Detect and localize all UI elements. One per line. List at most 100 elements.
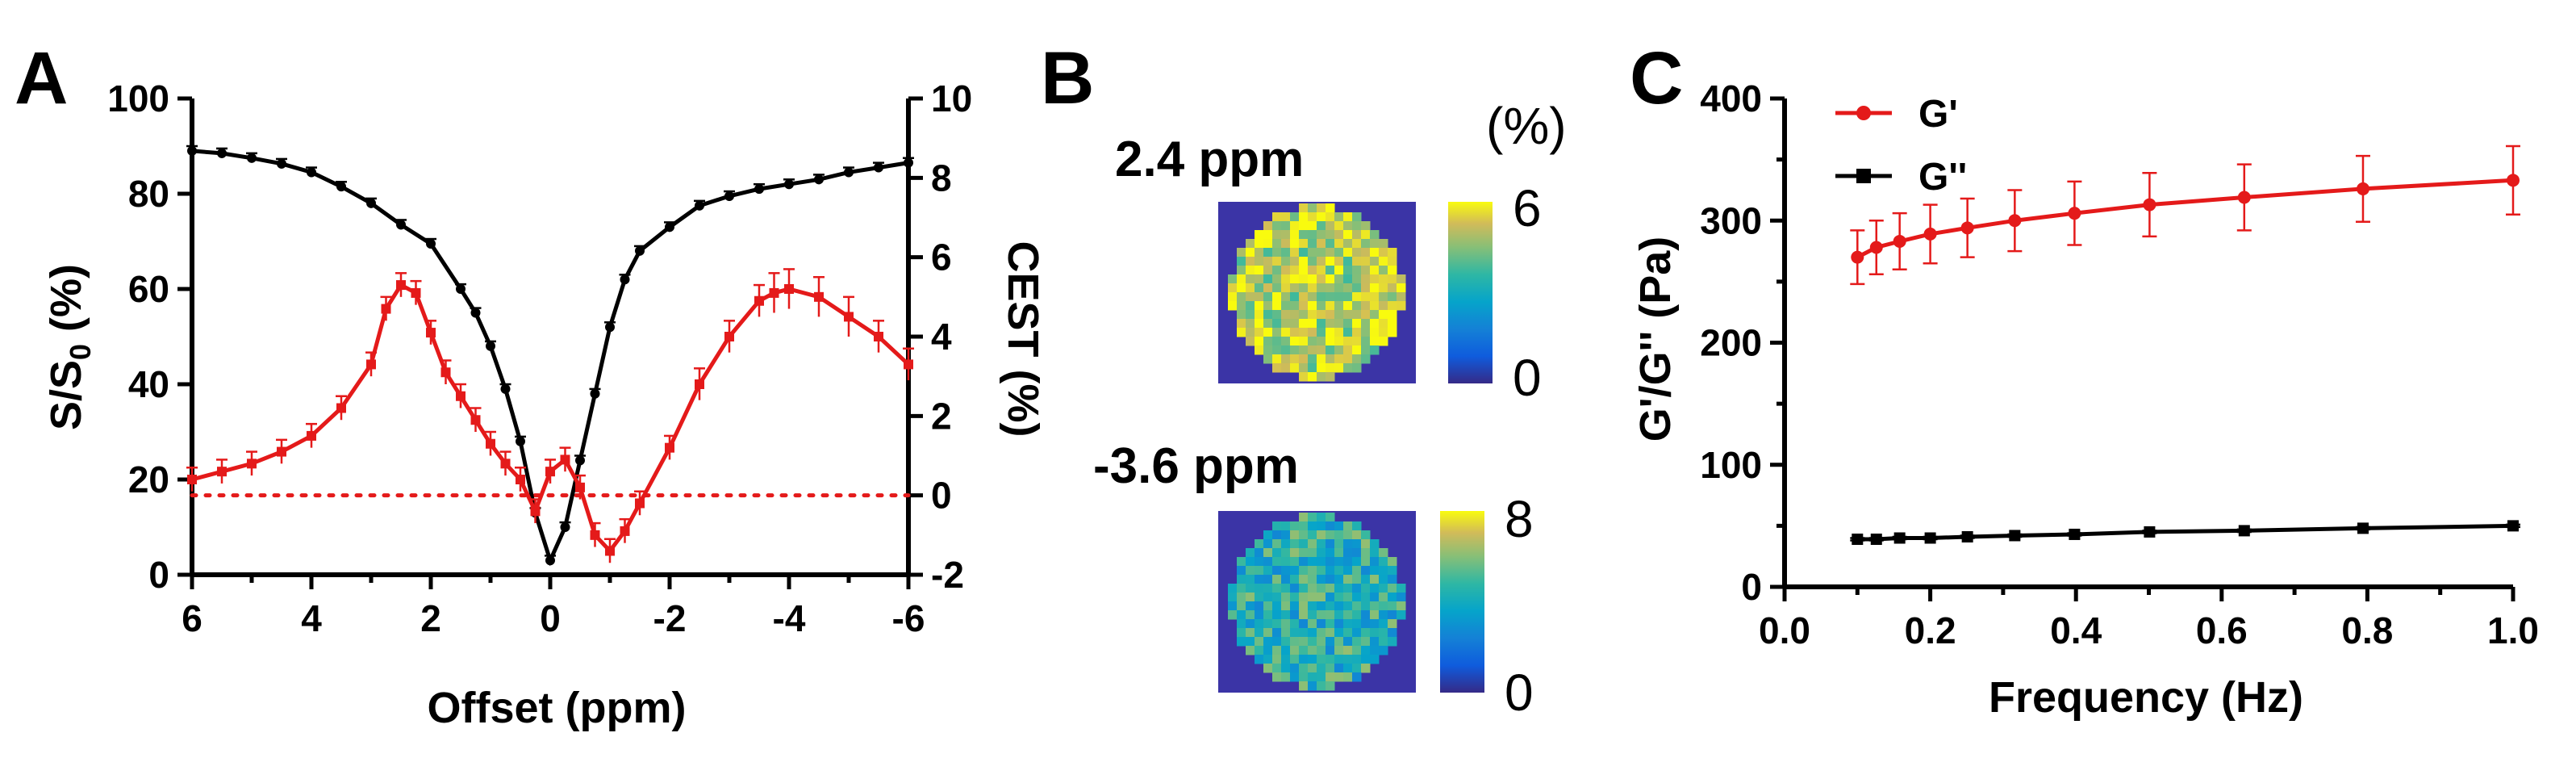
map-2-heatmap <box>1228 513 1406 691</box>
heatmap-pixel <box>1370 319 1380 329</box>
heatmap-pixel <box>1361 584 1371 593</box>
panel-a-z-spectrum-point <box>620 274 630 285</box>
heatmap-pixel <box>1326 619 1335 629</box>
heatmap-pixel <box>1281 230 1291 240</box>
heatmap-pixel <box>1388 248 1397 258</box>
panel-a-z-spectrum-point <box>665 222 674 232</box>
heatmap-pixel <box>1343 301 1353 311</box>
heatmap-pixel <box>1343 266 1353 275</box>
heatmap-pixel <box>1246 593 1255 602</box>
heatmap-pixel <box>1272 530 1282 540</box>
heatmap-pixel <box>1343 257 1353 266</box>
heatmap-pixel <box>1255 566 1264 576</box>
heatmap-pixel <box>1334 274 1344 284</box>
heatmap-pixel <box>1281 539 1291 549</box>
heatmap-pixel <box>1308 513 1317 522</box>
heatmap-pixel <box>1246 337 1255 346</box>
panel-a-x-tick-label: -2 <box>653 597 687 639</box>
heatmap-pixel <box>1352 239 1362 249</box>
heatmap-pixel <box>1299 521 1309 531</box>
heatmap-pixel <box>1290 610 1300 620</box>
panel-c-gdoubleprime-point <box>1852 534 1864 546</box>
panel-a-cest-spectrum-point <box>217 467 227 477</box>
heatmap-pixel <box>1326 283 1335 293</box>
heatmap-pixel <box>1361 664 1371 673</box>
heatmap-pixel <box>1334 310 1344 320</box>
heatmap-pixel <box>1299 619 1309 629</box>
heatmap-pixel <box>1361 646 1371 655</box>
heatmap-pixel <box>1317 566 1326 576</box>
heatmap-pixel <box>1370 584 1380 593</box>
heatmap-pixel <box>1272 593 1282 602</box>
panel-c-gprime-point <box>1869 241 1883 254</box>
heatmap-pixel <box>1263 310 1273 320</box>
heatmap-pixel <box>1263 601 1273 611</box>
heatmap-pixel <box>1299 345 1309 355</box>
heatmap-pixel <box>1308 257 1317 266</box>
heatmap-pixel <box>1352 301 1362 311</box>
panel-a-z-spectrum-point <box>516 436 525 446</box>
heatmap-pixel <box>1343 646 1353 655</box>
heatmap-pixel <box>1361 557 1371 567</box>
heatmap-pixel <box>1334 584 1344 593</box>
heatmap-pixel <box>1379 610 1388 620</box>
heatmap-pixel <box>1237 257 1246 266</box>
heatmap-pixel <box>1317 283 1326 293</box>
heatmap-pixel <box>1290 664 1300 673</box>
heatmap-pixel <box>1255 646 1264 655</box>
heatmap-pixel <box>1352 221 1362 231</box>
heatmap-pixel <box>1263 257 1273 266</box>
panel-a-cest-spectrum-point <box>456 391 466 401</box>
panel-a-cest-spectrum-point <box>470 415 481 425</box>
heatmap-pixel <box>1246 610 1255 620</box>
heatmap-pixel <box>1263 548 1273 558</box>
heatmap-pixel <box>1379 328 1388 337</box>
map-1-colorbar-max: 6 <box>1513 179 1542 237</box>
heatmap-pixel <box>1281 646 1291 655</box>
heatmap-pixel <box>1272 257 1282 266</box>
heatmap-pixel <box>1379 646 1388 655</box>
heatmap-pixel <box>1343 601 1353 611</box>
heatmap-pixel <box>1290 248 1300 258</box>
map-2-label: -3.6 ppm <box>1093 438 1299 494</box>
heatmap-pixel <box>1379 584 1388 593</box>
heatmap-pixel <box>1343 310 1353 320</box>
heatmap-pixel <box>1308 672 1317 682</box>
heatmap-pixel <box>1308 584 1317 593</box>
heatmap-pixel <box>1308 301 1317 311</box>
panel-a-cest-spectrum-point <box>874 332 883 341</box>
heatmap-pixel <box>1299 655 1309 664</box>
panel-a-left-tick-label: 20 <box>128 459 169 500</box>
heatmap-pixel <box>1361 345 1371 355</box>
heatmap-pixel <box>1326 310 1335 320</box>
map-1-colorbar <box>1448 202 1493 383</box>
heatmap-pixel <box>1326 221 1335 231</box>
heatmap-pixel <box>1326 521 1335 531</box>
heatmap-pixel <box>1370 310 1380 320</box>
heatmap-pixel <box>1299 681 1309 691</box>
heatmap-pixel <box>1237 637 1246 647</box>
heatmap-pixel <box>1334 548 1344 558</box>
heatmap-pixel <box>1352 619 1362 629</box>
heatmap-pixel <box>1326 593 1335 602</box>
panel-c-gprime-point <box>2237 191 2251 204</box>
panel-c-y-tick-label: 300 <box>1700 199 1762 241</box>
heatmap-pixel <box>1317 619 1326 629</box>
heatmap-pixel <box>1237 248 1246 258</box>
heatmap-pixel <box>1308 610 1317 620</box>
heatmap-pixel <box>1352 655 1362 664</box>
heatmap-pixel <box>1361 655 1371 664</box>
heatmap-pixel <box>1370 345 1380 355</box>
heatmap-pixel <box>1290 310 1300 320</box>
heatmap-pixel <box>1308 637 1317 647</box>
panel-a-z-spectrum-point <box>784 179 794 190</box>
panel-a-left-tick-label: 100 <box>107 77 169 119</box>
heatmap-pixel <box>1326 274 1335 284</box>
heatmap-pixel <box>1308 319 1317 329</box>
panel-a-cest-spectrum-point <box>530 506 541 517</box>
heatmap-pixel <box>1361 575 1371 584</box>
heatmap-pixel <box>1246 319 1255 329</box>
heatmap-pixel <box>1237 566 1246 576</box>
